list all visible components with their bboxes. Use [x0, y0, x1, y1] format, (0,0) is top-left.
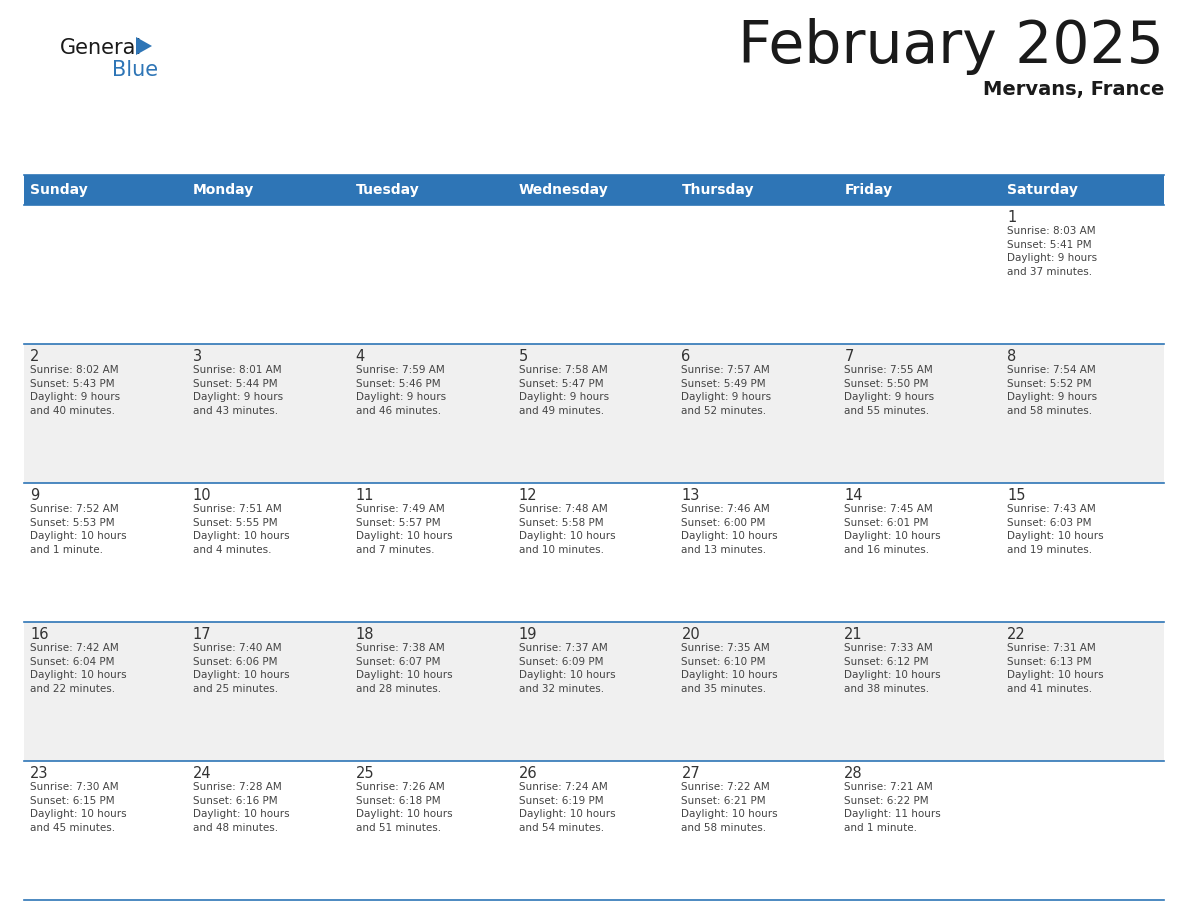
Text: 2: 2: [30, 349, 39, 364]
Text: 17: 17: [192, 627, 211, 642]
Text: 3: 3: [192, 349, 202, 364]
Text: Sunrise: 7:55 AM
Sunset: 5:50 PM
Daylight: 9 hours
and 55 minutes.: Sunrise: 7:55 AM Sunset: 5:50 PM Dayligh…: [845, 365, 935, 416]
Text: Sunrise: 7:57 AM
Sunset: 5:49 PM
Daylight: 9 hours
and 52 minutes.: Sunrise: 7:57 AM Sunset: 5:49 PM Dayligh…: [682, 365, 771, 416]
Text: 19: 19: [519, 627, 537, 642]
Text: Sunrise: 7:31 AM
Sunset: 6:13 PM
Daylight: 10 hours
and 41 minutes.: Sunrise: 7:31 AM Sunset: 6:13 PM Dayligh…: [1007, 643, 1104, 694]
Text: 28: 28: [845, 766, 862, 781]
Text: Sunrise: 7:58 AM
Sunset: 5:47 PM
Daylight: 9 hours
and 49 minutes.: Sunrise: 7:58 AM Sunset: 5:47 PM Dayligh…: [519, 365, 608, 416]
Text: Blue: Blue: [112, 60, 158, 80]
Text: Sunrise: 7:54 AM
Sunset: 5:52 PM
Daylight: 9 hours
and 58 minutes.: Sunrise: 7:54 AM Sunset: 5:52 PM Dayligh…: [1007, 365, 1098, 416]
Text: Thursday: Thursday: [682, 183, 754, 197]
Text: Sunrise: 7:33 AM
Sunset: 6:12 PM
Daylight: 10 hours
and 38 minutes.: Sunrise: 7:33 AM Sunset: 6:12 PM Dayligh…: [845, 643, 941, 694]
Bar: [24, 622, 1164, 761]
Bar: [24, 483, 1164, 622]
Text: Sunrise: 7:38 AM
Sunset: 6:07 PM
Daylight: 10 hours
and 28 minutes.: Sunrise: 7:38 AM Sunset: 6:07 PM Dayligh…: [355, 643, 453, 694]
Text: Sunrise: 7:21 AM
Sunset: 6:22 PM
Daylight: 11 hours
and 1 minute.: Sunrise: 7:21 AM Sunset: 6:22 PM Dayligh…: [845, 782, 941, 833]
Text: 11: 11: [355, 488, 374, 503]
Text: Sunrise: 7:22 AM
Sunset: 6:21 PM
Daylight: 10 hours
and 58 minutes.: Sunrise: 7:22 AM Sunset: 6:21 PM Dayligh…: [682, 782, 778, 833]
Text: 6: 6: [682, 349, 690, 364]
Text: 4: 4: [355, 349, 365, 364]
Text: 1: 1: [1007, 210, 1017, 225]
Text: Sunrise: 7:28 AM
Sunset: 6:16 PM
Daylight: 10 hours
and 48 minutes.: Sunrise: 7:28 AM Sunset: 6:16 PM Dayligh…: [192, 782, 290, 833]
Text: 25: 25: [355, 766, 374, 781]
Text: Sunrise: 7:45 AM
Sunset: 6:01 PM
Daylight: 10 hours
and 16 minutes.: Sunrise: 7:45 AM Sunset: 6:01 PM Dayligh…: [845, 504, 941, 554]
Text: 10: 10: [192, 488, 211, 503]
Text: 26: 26: [519, 766, 537, 781]
Bar: [1001, 175, 1164, 205]
Text: Wednesday: Wednesday: [519, 183, 608, 197]
Bar: [24, 344, 1164, 483]
Text: Sunrise: 7:37 AM
Sunset: 6:09 PM
Daylight: 10 hours
and 32 minutes.: Sunrise: 7:37 AM Sunset: 6:09 PM Dayligh…: [519, 643, 615, 694]
Text: Sunrise: 8:03 AM
Sunset: 5:41 PM
Daylight: 9 hours
and 37 minutes.: Sunrise: 8:03 AM Sunset: 5:41 PM Dayligh…: [1007, 226, 1098, 277]
Bar: [349, 175, 512, 205]
Text: Saturday: Saturday: [1007, 183, 1078, 197]
Text: 12: 12: [519, 488, 537, 503]
Bar: [24, 761, 1164, 900]
Bar: [839, 175, 1001, 205]
Text: Sunrise: 7:42 AM
Sunset: 6:04 PM
Daylight: 10 hours
and 22 minutes.: Sunrise: 7:42 AM Sunset: 6:04 PM Dayligh…: [30, 643, 127, 694]
Bar: [676, 175, 839, 205]
Text: General: General: [61, 38, 143, 58]
Text: Sunrise: 7:52 AM
Sunset: 5:53 PM
Daylight: 10 hours
and 1 minute.: Sunrise: 7:52 AM Sunset: 5:53 PM Dayligh…: [30, 504, 127, 554]
Text: 23: 23: [30, 766, 49, 781]
Text: Sunrise: 7:59 AM
Sunset: 5:46 PM
Daylight: 9 hours
and 46 minutes.: Sunrise: 7:59 AM Sunset: 5:46 PM Dayligh…: [355, 365, 446, 416]
Text: Sunrise: 8:02 AM
Sunset: 5:43 PM
Daylight: 9 hours
and 40 minutes.: Sunrise: 8:02 AM Sunset: 5:43 PM Dayligh…: [30, 365, 120, 416]
Bar: [24, 205, 1164, 344]
Text: 5: 5: [519, 349, 527, 364]
Text: 22: 22: [1007, 627, 1026, 642]
Text: Sunrise: 7:51 AM
Sunset: 5:55 PM
Daylight: 10 hours
and 4 minutes.: Sunrise: 7:51 AM Sunset: 5:55 PM Dayligh…: [192, 504, 290, 554]
Text: 15: 15: [1007, 488, 1025, 503]
Text: 8: 8: [1007, 349, 1017, 364]
Text: Sunrise: 7:30 AM
Sunset: 6:15 PM
Daylight: 10 hours
and 45 minutes.: Sunrise: 7:30 AM Sunset: 6:15 PM Dayligh…: [30, 782, 127, 833]
Text: 27: 27: [682, 766, 700, 781]
Text: Sunrise: 8:01 AM
Sunset: 5:44 PM
Daylight: 9 hours
and 43 minutes.: Sunrise: 8:01 AM Sunset: 5:44 PM Dayligh…: [192, 365, 283, 416]
Text: Sunrise: 7:48 AM
Sunset: 5:58 PM
Daylight: 10 hours
and 10 minutes.: Sunrise: 7:48 AM Sunset: 5:58 PM Dayligh…: [519, 504, 615, 554]
Text: 7: 7: [845, 349, 854, 364]
Bar: [187, 175, 349, 205]
Text: Mervans, France: Mervans, France: [982, 80, 1164, 99]
Text: Sunday: Sunday: [30, 183, 88, 197]
Text: 24: 24: [192, 766, 211, 781]
Text: 20: 20: [682, 627, 700, 642]
Polygon shape: [135, 37, 152, 55]
Bar: [512, 175, 676, 205]
Bar: [24, 175, 187, 205]
Text: 14: 14: [845, 488, 862, 503]
Text: Sunrise: 7:35 AM
Sunset: 6:10 PM
Daylight: 10 hours
and 35 minutes.: Sunrise: 7:35 AM Sunset: 6:10 PM Dayligh…: [682, 643, 778, 694]
Text: Friday: Friday: [845, 183, 892, 197]
Text: Sunrise: 7:26 AM
Sunset: 6:18 PM
Daylight: 10 hours
and 51 minutes.: Sunrise: 7:26 AM Sunset: 6:18 PM Dayligh…: [355, 782, 453, 833]
Text: 13: 13: [682, 488, 700, 503]
Text: 9: 9: [30, 488, 39, 503]
Text: Sunrise: 7:49 AM
Sunset: 5:57 PM
Daylight: 10 hours
and 7 minutes.: Sunrise: 7:49 AM Sunset: 5:57 PM Dayligh…: [355, 504, 453, 554]
Text: Sunrise: 7:24 AM
Sunset: 6:19 PM
Daylight: 10 hours
and 54 minutes.: Sunrise: 7:24 AM Sunset: 6:19 PM Dayligh…: [519, 782, 615, 833]
Text: Sunrise: 7:46 AM
Sunset: 6:00 PM
Daylight: 10 hours
and 13 minutes.: Sunrise: 7:46 AM Sunset: 6:00 PM Dayligh…: [682, 504, 778, 554]
Text: Tuesday: Tuesday: [355, 183, 419, 197]
Text: 18: 18: [355, 627, 374, 642]
Text: 21: 21: [845, 627, 862, 642]
Text: 16: 16: [30, 627, 49, 642]
Text: Sunrise: 7:40 AM
Sunset: 6:06 PM
Daylight: 10 hours
and 25 minutes.: Sunrise: 7:40 AM Sunset: 6:06 PM Dayligh…: [192, 643, 290, 694]
Text: Monday: Monday: [192, 183, 254, 197]
Text: Sunrise: 7:43 AM
Sunset: 6:03 PM
Daylight: 10 hours
and 19 minutes.: Sunrise: 7:43 AM Sunset: 6:03 PM Dayligh…: [1007, 504, 1104, 554]
Text: February 2025: February 2025: [738, 18, 1164, 75]
